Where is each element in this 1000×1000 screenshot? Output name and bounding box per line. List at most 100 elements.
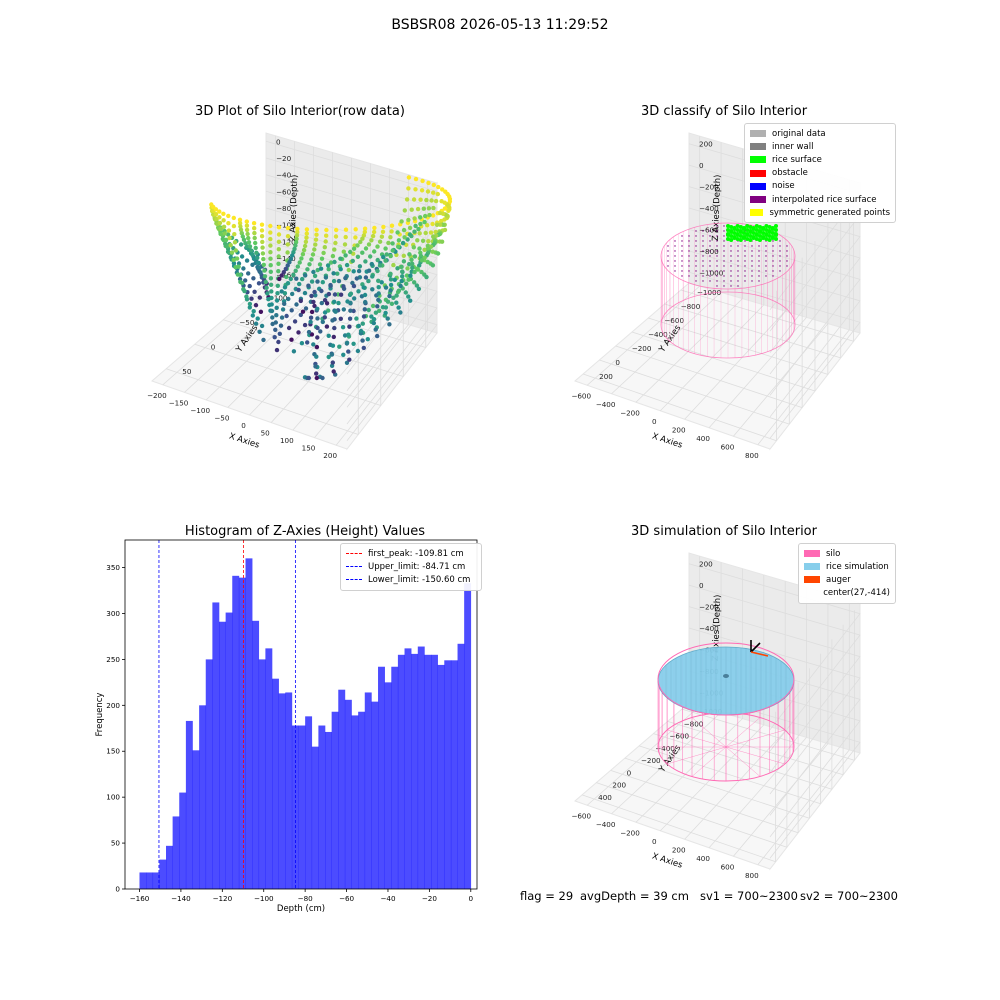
- histogram-bar: [252, 620, 260, 889]
- data-point: [341, 249, 346, 254]
- rice-point: [774, 237, 778, 241]
- data-point: [355, 348, 361, 354]
- rice-point: [742, 231, 746, 235]
- data-point: [241, 237, 247, 242]
- data-point: [371, 317, 377, 322]
- rice-point: [742, 227, 746, 231]
- data-point: [244, 227, 250, 233]
- z-tick-label: −200: [699, 183, 719, 192]
- legend-line: [346, 566, 362, 568]
- data-point: [330, 343, 336, 348]
- grid-line: [688, 563, 861, 730]
- data-point: [231, 223, 237, 229]
- data-point: [377, 263, 383, 268]
- data-point: [304, 227, 310, 232]
- data-point: [332, 247, 337, 252]
- data-point: [310, 252, 316, 257]
- data-point: [300, 276, 305, 282]
- data-point: [331, 334, 336, 340]
- data-point: [443, 189, 448, 194]
- surface-point: [730, 270, 732, 272]
- rice-point: [764, 228, 769, 232]
- grid-line: [688, 229, 861, 396]
- y-tick-label: −50: [239, 318, 255, 327]
- grid-line: [599, 359, 790, 425]
- data-point: [348, 249, 353, 255]
- data-point: [379, 234, 385, 239]
- data-point: [425, 246, 431, 251]
- surface-point: [695, 265, 697, 267]
- rice-point: [774, 233, 778, 237]
- data-point: [423, 213, 428, 219]
- surface-point: [695, 275, 697, 277]
- data-point: [418, 215, 423, 220]
- data-point: [360, 250, 365, 255]
- data-point: [410, 261, 415, 266]
- histogram-bar: [185, 720, 193, 889]
- surface-point: [688, 240, 690, 242]
- data-point: [338, 292, 344, 297]
- data-point: [269, 302, 274, 307]
- histogram-bar: [152, 872, 160, 889]
- rice-point: [761, 231, 766, 235]
- data-point: [428, 230, 434, 235]
- data-point: [330, 360, 335, 365]
- legend-line: [346, 579, 362, 581]
- surface-point: [723, 240, 725, 242]
- data-point: [415, 206, 421, 212]
- histogram-legend: first_peak: -109.81 cm Upper_limit: -84.…: [340, 543, 482, 591]
- surface-point: [709, 260, 711, 262]
- data-point: [313, 242, 318, 247]
- x-tick-label: −100: [190, 406, 210, 415]
- y-tick-label: −600: [669, 732, 689, 741]
- data-point: [305, 267, 310, 272]
- rice-point: [726, 233, 730, 237]
- histogram-bar: [351, 715, 359, 889]
- data-point: [399, 278, 404, 284]
- surface-point: [723, 270, 725, 272]
- data-point: [268, 243, 273, 248]
- data-point: [401, 253, 406, 258]
- surface-point: [716, 265, 718, 267]
- data-point: [361, 233, 367, 238]
- surface-point: [695, 245, 697, 247]
- data-point: [416, 286, 422, 292]
- data-point: [430, 263, 436, 268]
- histogram-bar: [464, 583, 472, 889]
- z-tick-label: −40: [276, 171, 292, 180]
- data-point: [356, 268, 362, 274]
- classify-legend: original data inner wall rice surface ob…: [744, 123, 896, 224]
- data-point: [342, 242, 348, 247]
- data-point: [345, 299, 350, 304]
- x-tick-label: −200: [620, 828, 640, 837]
- data-point: [226, 213, 231, 219]
- histogram-bar: [159, 859, 167, 889]
- surface-point: [723, 265, 725, 267]
- data-point: [340, 325, 346, 330]
- data-point: [276, 269, 281, 274]
- surface-point: [723, 255, 725, 257]
- histogram-bar: [225, 612, 233, 889]
- data-point: [268, 236, 273, 242]
- data-point: [294, 233, 300, 238]
- data-point: [394, 293, 399, 298]
- grid-line: [688, 584, 861, 752]
- data-point: [332, 259, 337, 265]
- data-point: [259, 234, 265, 239]
- data-point: [274, 347, 280, 353]
- data-point: [282, 285, 288, 290]
- data-point: [320, 280, 325, 285]
- data-point: [285, 250, 290, 255]
- data-point: [307, 262, 312, 267]
- data-point: [292, 319, 298, 324]
- data-point: [264, 285, 269, 290]
- surface-point: [681, 240, 683, 242]
- y-axis-label: Frequency: [95, 693, 105, 737]
- data-point: [418, 253, 424, 259]
- data-point: [221, 224, 227, 229]
- data-point: [336, 300, 341, 306]
- rice-point: [729, 238, 734, 242]
- x-tick-label: 0: [468, 894, 473, 903]
- legend-label: noise: [772, 181, 795, 192]
- y-tick-label: −200: [632, 344, 652, 353]
